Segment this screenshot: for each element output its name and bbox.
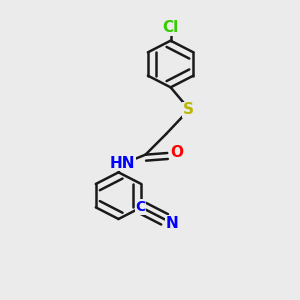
Text: Cl: Cl (163, 20, 179, 35)
Text: C: C (136, 200, 146, 214)
Text: S: S (183, 103, 194, 118)
Text: HN: HN (110, 155, 135, 170)
Text: N: N (165, 215, 178, 230)
Text: O: O (170, 145, 183, 160)
